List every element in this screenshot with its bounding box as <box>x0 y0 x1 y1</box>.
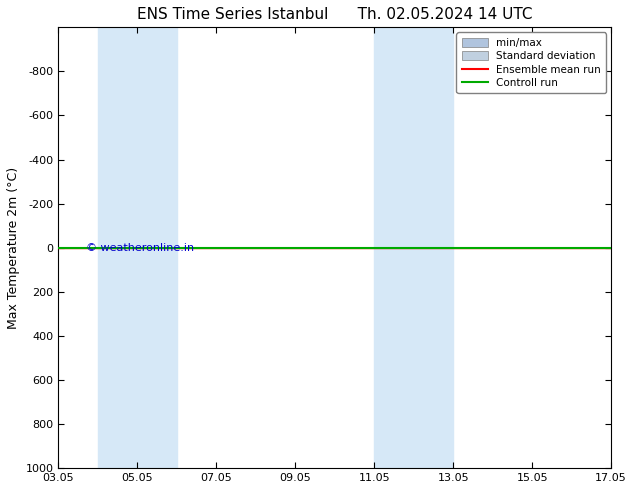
Legend: min/max, Standard deviation, Ensemble mean run, Controll run: min/max, Standard deviation, Ensemble me… <box>456 32 606 93</box>
Title: ENS Time Series Istanbul      Th. 02.05.2024 14 UTC: ENS Time Series Istanbul Th. 02.05.2024 … <box>137 7 533 22</box>
Bar <box>374 27 453 468</box>
Y-axis label: Max Temperature 2m (°C): Max Temperature 2m (°C) <box>7 167 20 329</box>
Bar <box>98 27 177 468</box>
Text: © weatheronline.in: © weatheronline.in <box>86 243 194 253</box>
